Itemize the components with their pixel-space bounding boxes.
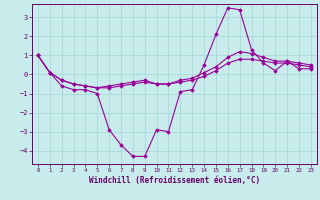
X-axis label: Windchill (Refroidissement éolien,°C): Windchill (Refroidissement éolien,°C): [89, 176, 260, 185]
